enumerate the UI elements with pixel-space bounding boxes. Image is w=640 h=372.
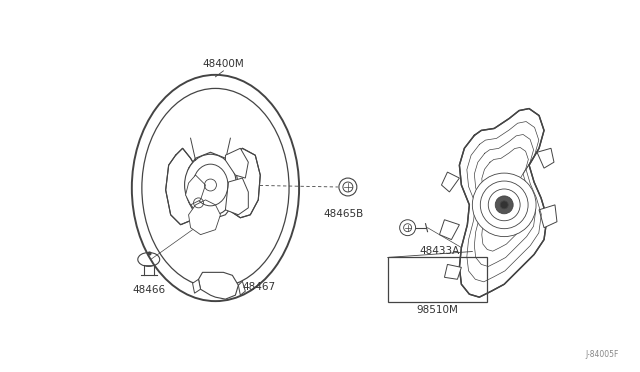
Circle shape [343,182,353,192]
Polygon shape [225,148,248,178]
Polygon shape [460,109,547,297]
Polygon shape [186,175,205,205]
Polygon shape [444,264,461,279]
Ellipse shape [184,154,236,216]
Polygon shape [238,281,245,295]
Circle shape [399,220,415,235]
Circle shape [472,173,536,237]
Bar [388,257,487,302]
Polygon shape [440,220,460,240]
Polygon shape [539,205,557,228]
Text: J-84005F: J-84005F [586,350,619,359]
Text: 48466: 48466 [132,285,165,295]
Polygon shape [537,148,554,168]
Polygon shape [166,148,205,225]
Circle shape [488,189,520,221]
Text: 48433A: 48433A [420,246,460,256]
Text: 48400M: 48400M [202,59,244,69]
Circle shape [500,201,508,209]
Circle shape [339,178,357,196]
Polygon shape [225,178,248,215]
Polygon shape [198,272,238,299]
Circle shape [480,181,528,229]
Polygon shape [189,200,220,235]
Polygon shape [223,148,260,218]
Circle shape [495,196,513,214]
Text: 48465B: 48465B [324,209,364,219]
Polygon shape [442,172,460,192]
Polygon shape [186,152,238,220]
Polygon shape [193,279,200,293]
Text: 48467: 48467 [243,282,275,292]
Text: 98510M: 98510M [417,305,458,315]
